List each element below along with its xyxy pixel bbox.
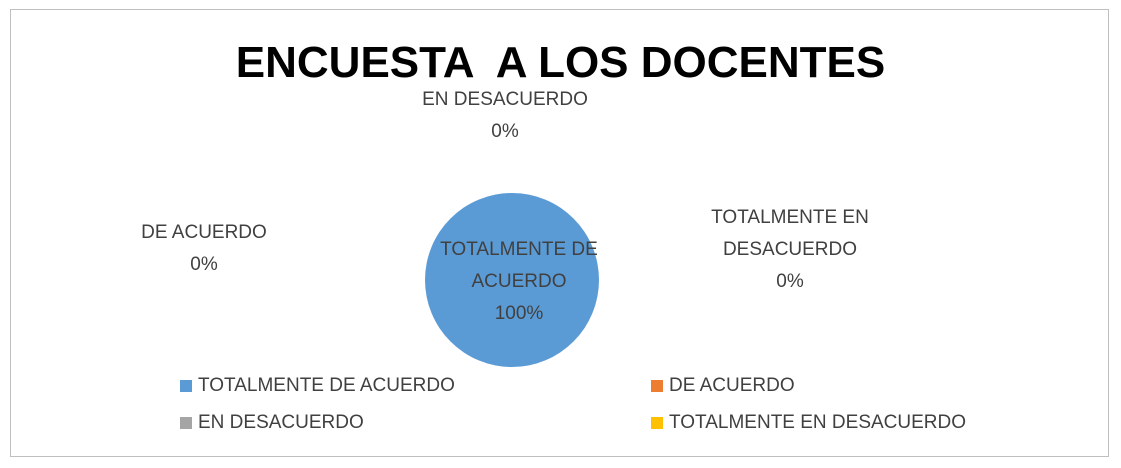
data-label-name: TOTALMENTE EN DESACUERDO (711, 207, 869, 260)
legend-label: EN DESACUERDO (198, 412, 364, 433)
legend-item: DE ACUERDO (651, 375, 795, 397)
legend-swatch (180, 417, 192, 429)
data-label: TOTALMENTE DE ACUERDO 100% (424, 234, 614, 330)
chart-title: ENCUESTA A LOS DOCENTES (235, 38, 886, 87)
legend-item: TOTALMENTE EN DESACUERDO (651, 412, 966, 434)
legend-item: TOTALMENTE DE ACUERDO (180, 375, 455, 397)
legend-swatch (651, 417, 663, 429)
data-label: EN DESACUERDO 0% (395, 84, 615, 148)
data-label-name: DE ACUERDO (141, 222, 267, 243)
data-label-value: 0% (776, 271, 804, 292)
data-label: TOTALMENTE EN DESACUERDO 0% (695, 202, 885, 298)
pie-slice (425, 193, 599, 367)
data-label: DE ACUERDO 0% (104, 217, 304, 281)
data-label-value: 0% (190, 254, 218, 275)
data-label-name: TOTALMENTE DE ACUERDO (440, 239, 598, 292)
legend-label: TOTALMENTE EN DESACUERDO (669, 412, 967, 433)
legend-label: TOTALMENTE DE ACUERDO (198, 375, 455, 396)
legend-swatch (180, 380, 192, 392)
data-label-value: 0% (491, 121, 519, 142)
legend-swatch (651, 380, 663, 392)
data-label-value: 100% (494, 303, 544, 324)
legend-label: DE ACUERDO (669, 375, 795, 396)
legend-item: EN DESACUERDO (180, 412, 364, 434)
chart-frame (10, 9, 1109, 457)
data-label-name: EN DESACUERDO (422, 89, 588, 110)
